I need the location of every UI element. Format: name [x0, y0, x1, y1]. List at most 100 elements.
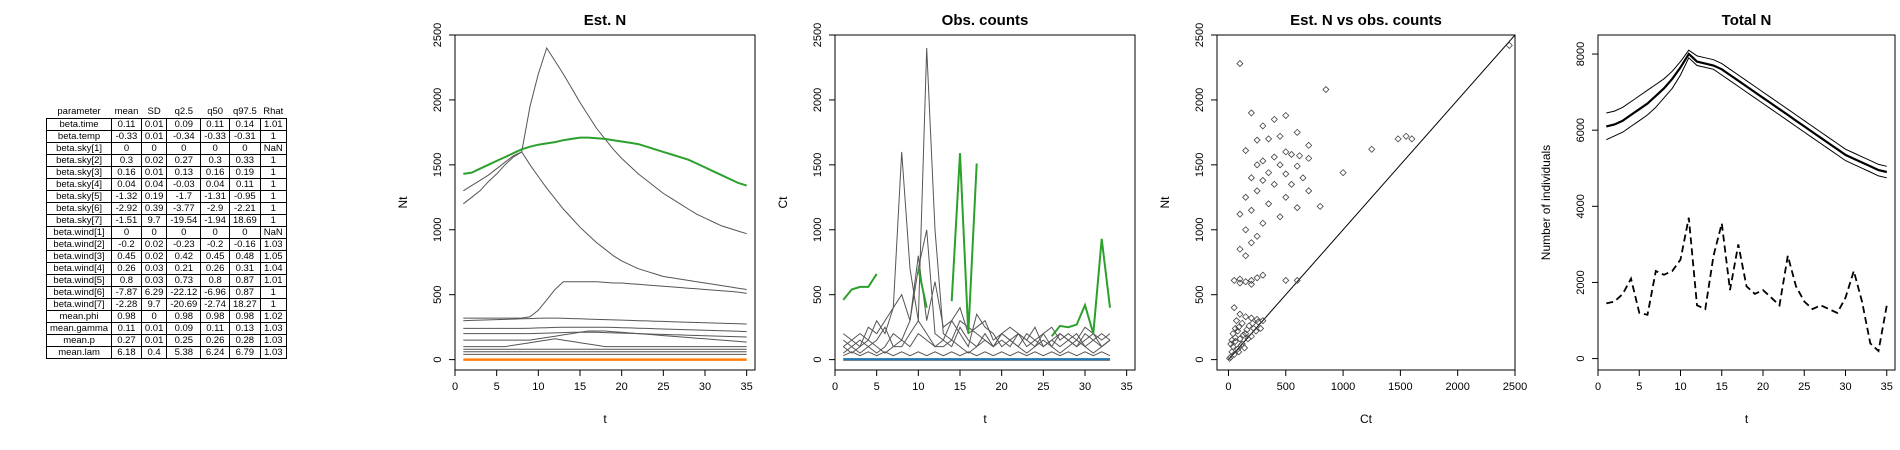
data-point [1265, 200, 1273, 208]
value-cell: 1.03 [260, 322, 287, 335]
table-row: beta.wind[7] -2.28 9.7 -20.69 -2.74 18.27 1 [46, 298, 287, 311]
value-cell: -1.32 [111, 190, 142, 203]
value-cell: 0.8 [200, 274, 230, 287]
table-row: mean.gamma 0.11 0.01 0.09 0.11 0.13 1.03 [46, 322, 287, 335]
data-point [1247, 109, 1255, 117]
data-point [1242, 278, 1250, 286]
value-cell: -0.16 [229, 238, 261, 251]
value-cell: 0.3 [200, 154, 230, 167]
table-row: beta.wind[1] 0 0 0 0 0 NaN [46, 226, 287, 239]
x-tick-label: 30 [699, 381, 711, 393]
value-cell: 0 [111, 226, 142, 239]
x-axis-label: t [603, 412, 607, 426]
x-tick-label: 2500 [1503, 381, 1527, 393]
value-cell: 0.73 [166, 274, 202, 287]
data-point [1242, 193, 1250, 201]
data-point [1226, 354, 1234, 362]
x-tick-label: 2000 [1445, 381, 1469, 393]
value-cell: 1 [260, 214, 287, 227]
value-cell: 5.38 [166, 346, 202, 359]
data-point [1243, 326, 1251, 334]
value-cell: 0.04 [141, 178, 168, 191]
data-point [1305, 187, 1313, 195]
parameter-cell: beta.temp [46, 130, 113, 143]
value-cell: 0.11 [200, 118, 230, 131]
x-tick-label: 500 [1277, 381, 1295, 393]
data-point [1230, 304, 1238, 312]
value-cell: 1.01 [260, 274, 287, 287]
x-tick-label: 35 [1121, 381, 1133, 393]
table-row: beta.sky[6] -2.92 0.39 -3.77 -2.9 -2.21 1 [46, 202, 287, 215]
series-line [463, 136, 747, 187]
parameter-cell: beta.wind[7] [46, 298, 113, 311]
parameter-cell: beta.wind[3] [46, 250, 113, 263]
data-point [1276, 213, 1284, 221]
x-tick-label: 1500 [1388, 381, 1412, 393]
x-tick-label: 15 [954, 381, 966, 393]
value-cell: 6.29 [141, 286, 168, 299]
data-point [1235, 323, 1243, 331]
parameter-cell: mean.lam [46, 346, 113, 359]
y-axis-label: Number of individuals [1539, 145, 1553, 260]
series-line [462, 46, 747, 235]
data-point [1316, 202, 1324, 210]
data-point [1253, 274, 1261, 282]
value-cell: NaN [260, 142, 287, 155]
series-line [842, 229, 1111, 354]
data-point [1299, 174, 1307, 182]
plot-frame [1216, 34, 1516, 371]
value-cell: 9.7 [141, 214, 168, 227]
value-cell: 0.45 [200, 250, 230, 263]
y-tick-label: 2500 [432, 23, 444, 47]
reference-line [1228, 35, 1515, 360]
value-cell: 0.45 [111, 250, 142, 263]
value-cell: 0.33 [229, 154, 261, 167]
plot-frame [1597, 34, 1896, 371]
x-tick-label: 25 [657, 381, 669, 393]
value-cell: -1.94 [200, 214, 230, 227]
value-cell: 0.25 [166, 334, 202, 347]
y-tick-label: 500 [812, 286, 824, 304]
value-cell: 0.11 [111, 322, 142, 335]
data-point [1270, 180, 1278, 188]
data-point [1250, 324, 1258, 333]
series-line [463, 338, 747, 348]
parameter-cell: mean.phi [46, 310, 113, 323]
data-point [1242, 330, 1250, 338]
data-point [1236, 310, 1244, 318]
data-point [1239, 331, 1247, 339]
value-cell: 0.4 [141, 346, 168, 359]
data-point [1229, 343, 1237, 351]
value-cell: 0 [141, 142, 168, 155]
value-cell: 1 [260, 190, 287, 203]
value-cell: -0.03 [166, 178, 202, 191]
value-cell: 1 [260, 286, 287, 299]
data-point [1253, 187, 1261, 195]
data-point [1259, 157, 1267, 165]
value-cell: 18.27 [229, 298, 261, 311]
data-point [1293, 162, 1301, 170]
value-cell: 0.16 [200, 166, 230, 179]
value-cell: -2.21 [229, 202, 261, 215]
parameter-cell: beta.sky[3] [46, 166, 113, 179]
data-point [1242, 313, 1250, 321]
value-cell: -6.96 [200, 286, 230, 299]
data-point [1282, 276, 1290, 284]
x-tick-label: 10 [1674, 381, 1686, 393]
table-row: beta.sky[4] 0.04 0.04 -0.03 0.04 0.11 1 [46, 178, 287, 191]
data-point [1259, 122, 1267, 130]
table-row: beta.wind[5] 0.8 0.03 0.73 0.8 0.87 1.01 [46, 274, 287, 287]
data-point [1253, 315, 1261, 323]
x-tick-label: 15 [574, 381, 586, 393]
data-point [1247, 332, 1255, 340]
summary-table-column-header: mean [114, 106, 139, 117]
value-cell: 0.13 [166, 166, 202, 179]
value-cell: 0.11 [200, 322, 230, 335]
plot-frame [454, 34, 756, 371]
y-axis-label: Ct [776, 196, 790, 209]
summary-table-header: parameter mean SD q2.5 q50 q97.5 Rhat [47, 105, 287, 119]
data-point [1244, 335, 1252, 343]
table-row: beta.sky[2] 0.3 0.02 0.27 0.3 0.33 1 [46, 154, 287, 167]
value-cell: 0 [200, 142, 230, 155]
value-cell: -0.2 [111, 238, 142, 251]
